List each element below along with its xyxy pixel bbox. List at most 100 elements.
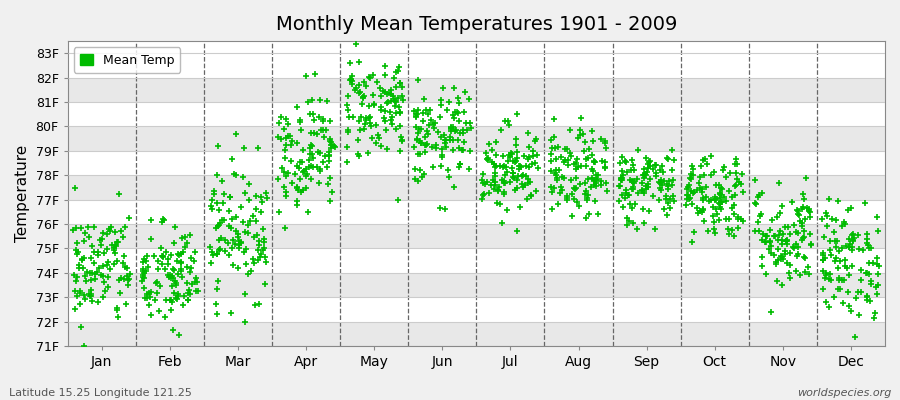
Point [503,178,517,185]
Point [580,155,595,161]
Point [544,184,558,190]
Point [365,91,380,98]
Point [713,194,727,201]
Point [378,108,392,115]
Point [392,110,407,116]
Point [392,148,407,154]
Point [85,298,99,304]
Point [73,290,87,296]
Point [84,255,98,261]
Point [439,137,454,144]
Point [380,91,394,97]
Point [395,84,410,90]
Point [544,158,558,164]
Point [586,168,600,174]
Point [82,234,96,240]
Point [499,164,513,170]
Point [778,224,793,230]
Point [793,272,807,278]
Point [830,238,844,244]
Point [453,118,467,124]
Point [318,133,332,140]
Point [77,292,92,298]
Point [594,158,608,164]
Point [616,204,630,210]
Point [392,80,407,86]
Point [284,180,299,186]
Point [858,200,872,206]
Point [460,127,474,134]
Point [774,241,788,247]
Point [323,138,338,144]
Point [279,173,293,179]
Point [712,182,726,188]
Point [641,184,655,190]
Point [801,264,815,270]
Point [680,202,694,208]
Point [303,144,318,151]
Point [256,236,271,242]
Point [242,181,256,188]
Point [686,172,700,178]
Point [752,192,767,198]
Point [302,150,317,157]
Point [388,97,402,104]
Point [281,133,295,140]
Y-axis label: Temperature: Temperature [15,145,30,242]
Point [818,299,832,305]
Point [548,172,562,178]
Point [491,186,505,193]
Point [598,138,612,145]
Point [414,140,428,146]
Point [618,190,633,196]
Point [796,234,811,240]
Point [665,192,680,199]
Point [706,204,720,210]
Point [529,136,544,142]
Point [75,256,89,262]
Point [788,229,803,236]
Point [498,171,512,178]
Point [340,129,355,136]
Point [648,162,662,168]
Point [790,253,805,259]
Point [432,114,446,121]
Point [189,288,203,294]
Point [691,180,706,186]
Point [734,180,749,187]
Point [598,159,613,166]
Point [502,152,517,158]
Point [854,266,868,273]
Point [411,126,426,132]
Point [229,131,243,137]
Point [816,250,831,256]
Point [248,302,262,308]
Point [188,249,202,255]
Point [565,191,580,197]
Point [645,193,660,199]
Point [631,147,645,153]
Point [72,262,86,268]
Point [254,209,268,216]
Point [300,170,314,177]
Point [712,200,726,206]
Point [83,292,97,299]
Point [626,162,640,168]
Point [164,297,178,303]
Point [386,92,400,99]
Point [251,247,266,254]
Point [155,253,169,259]
Point [511,172,526,179]
Point [529,188,544,194]
Point [158,266,173,272]
Point [316,118,330,124]
Point [159,296,174,303]
Point [369,122,383,129]
Point [310,149,325,155]
Point [598,145,613,151]
Point [686,190,700,196]
Point [706,219,721,225]
Point [850,232,865,238]
Point [85,243,99,250]
Point [687,188,701,195]
